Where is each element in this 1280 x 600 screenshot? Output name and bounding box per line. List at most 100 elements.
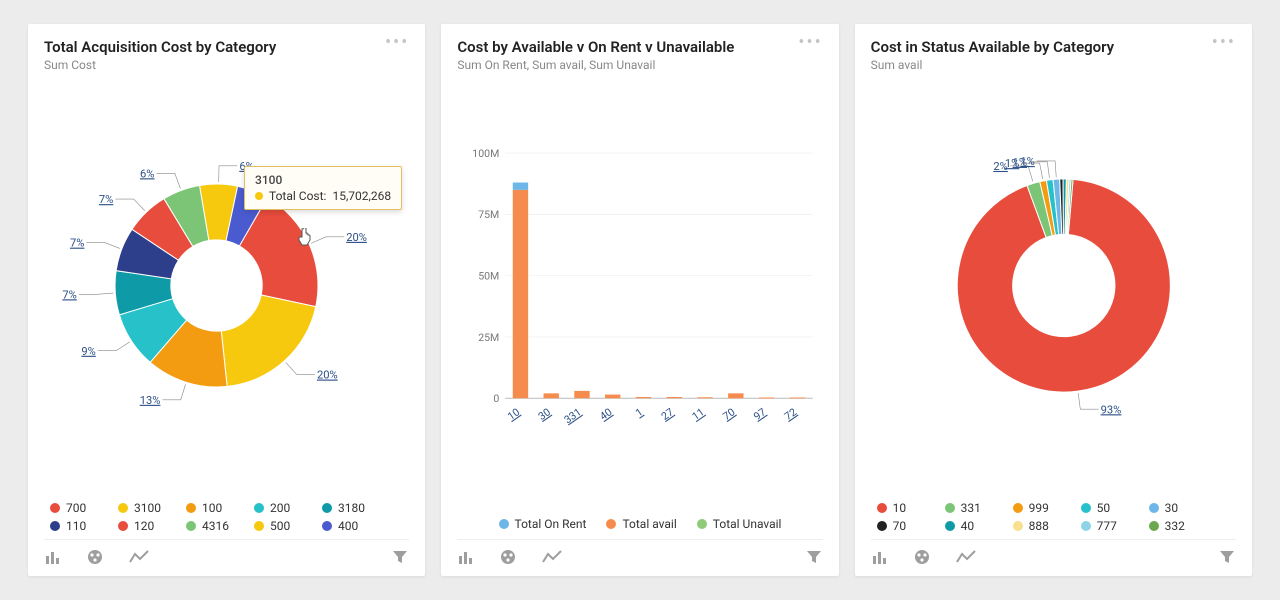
legend-label: Total On Rent xyxy=(515,517,587,531)
legend-label: Total Unavail xyxy=(713,517,782,531)
legend-swatch xyxy=(1013,503,1023,513)
legend-item[interactable]: 120 xyxy=(118,519,168,533)
bar-chart-rentstatus[interactable]: 025M50M75M100M10303314012711709772 xyxy=(457,78,822,507)
legend-item[interactable]: 777 xyxy=(1081,519,1131,533)
bar-segment[interactable] xyxy=(544,393,559,398)
card-title: Cost in Status Available by Category xyxy=(871,38,1114,56)
donut-slice[interactable] xyxy=(221,295,315,386)
legend-item[interactable]: 70 xyxy=(877,519,927,533)
slice-callout[interactable]: 7% xyxy=(99,193,113,206)
legend-item[interactable]: Total Unavail xyxy=(697,517,782,531)
legend-acquisition: 700 3100 100 200 3180 110 120 4316 500 400 xyxy=(44,499,409,539)
pie-chart-icon[interactable] xyxy=(499,548,517,566)
tooltip-dot xyxy=(255,192,263,200)
legend-item[interactable]: Total On Rent xyxy=(499,517,587,531)
legend-item[interactable]: 400 xyxy=(322,519,372,533)
legend-label: 999 xyxy=(1029,501,1049,515)
slice-callout[interactable]: 13% xyxy=(140,394,161,407)
more-icon[interactable]: ••• xyxy=(1212,38,1236,48)
x-tick-label[interactable]: 30 xyxy=(536,405,553,422)
filter-icon[interactable] xyxy=(391,548,409,566)
slice-callout[interactable]: 7% xyxy=(62,288,76,301)
x-tick-label[interactable]: 40 xyxy=(598,405,615,422)
pie-chart-icon[interactable] xyxy=(913,548,931,566)
bar-chart-icon[interactable] xyxy=(871,548,889,566)
legend-swatch xyxy=(118,521,128,531)
x-tick-label[interactable]: 70 xyxy=(721,405,738,422)
legend-item[interactable]: 110 xyxy=(50,519,100,533)
filter-icon[interactable] xyxy=(1218,548,1236,566)
legend-item[interactable]: 999 xyxy=(1013,501,1063,515)
x-tick-label[interactable]: 331 xyxy=(562,405,584,426)
bar-chart-icon[interactable] xyxy=(457,548,475,566)
x-tick-label[interactable]: 10 xyxy=(505,405,522,422)
legend-label: 331 xyxy=(961,501,981,515)
bar-chart-icon[interactable] xyxy=(44,548,62,566)
filter-icon[interactable] xyxy=(805,548,823,566)
card-footer xyxy=(871,539,1236,566)
line-chart-icon[interactable] xyxy=(128,548,150,566)
bar-segment[interactable] xyxy=(759,398,774,399)
legend-label: 4316 xyxy=(202,519,229,533)
slice-callout[interactable]: 7% xyxy=(70,237,84,250)
y-tick-label: 50M xyxy=(479,270,500,283)
legend-rentstatus: Total On Rent Total avail Total Unavail xyxy=(457,513,822,539)
donut-chart-availstatus[interactable]: 93%2%1%1%1% xyxy=(871,78,1236,493)
more-icon[interactable]: ••• xyxy=(385,38,409,48)
slice-callout[interactable]: 9% xyxy=(81,345,95,358)
legend-swatch xyxy=(606,519,616,529)
chart-tooltip: 3100 Total Cost: 15,702,268 xyxy=(244,166,402,210)
legend-label: 500 xyxy=(270,519,290,533)
legend-item[interactable]: 40 xyxy=(945,519,995,533)
legend-swatch xyxy=(186,503,196,513)
legend-swatch xyxy=(697,519,707,529)
bar-segment[interactable] xyxy=(605,395,620,399)
legend-item[interactable]: 10 xyxy=(877,501,927,515)
legend-item[interactable]: 500 xyxy=(254,519,304,533)
slice-callout[interactable]: 93% xyxy=(1100,403,1121,416)
legend-availstatus: 10 331 999 50 30 70 40 888 777 332 xyxy=(871,499,1236,539)
legend-item[interactable]: 888 xyxy=(1013,519,1063,533)
donut-chart-acquisition[interactable]: 20%20%13%9%7%7%7%6%6%5% 3100 Total Cost:… xyxy=(44,78,409,493)
y-tick-label: 25M xyxy=(479,331,500,344)
slice-callout[interactable]: 1% xyxy=(1020,155,1034,168)
x-tick-label[interactable]: 97 xyxy=(751,405,768,422)
bar-segment[interactable] xyxy=(513,183,528,190)
bar-segment[interactable] xyxy=(728,393,743,398)
bar-segment[interactable] xyxy=(636,397,651,398)
slice-callout[interactable]: 20% xyxy=(346,231,367,244)
legend-label: 700 xyxy=(66,501,86,515)
pie-chart-icon[interactable] xyxy=(86,548,104,566)
legend-label: 888 xyxy=(1029,519,1049,533)
bar-segment[interactable] xyxy=(698,397,713,398)
legend-item[interactable]: 30 xyxy=(1149,501,1199,515)
legend-swatch xyxy=(877,503,887,513)
legend-item[interactable]: 3180 xyxy=(322,501,372,515)
legend-item[interactable]: Total avail xyxy=(606,517,676,531)
bar-segment[interactable] xyxy=(667,397,682,398)
x-tick-label[interactable]: 11 xyxy=(690,405,707,422)
line-chart-icon[interactable] xyxy=(541,548,563,566)
slice-callout[interactable]: 6% xyxy=(140,167,154,180)
legend-item[interactable]: 200 xyxy=(254,501,304,515)
x-tick-label[interactable]: 72 xyxy=(782,405,799,422)
legend-item[interactable]: 700 xyxy=(50,501,100,515)
bar-segment[interactable] xyxy=(790,398,805,399)
legend-item[interactable]: 4316 xyxy=(186,519,236,533)
legend-item[interactable]: 331 xyxy=(945,501,995,515)
legend-item[interactable]: 3100 xyxy=(118,501,168,515)
more-icon[interactable]: ••• xyxy=(798,38,822,48)
legend-item[interactable]: 100 xyxy=(186,501,236,515)
slice-callout[interactable]: 20% xyxy=(317,369,338,382)
bar-segment[interactable] xyxy=(513,190,528,398)
card-rentstatus: Cost by Available v On Rent v Unavailabl… xyxy=(441,24,838,576)
x-tick-label[interactable]: 27 xyxy=(659,405,676,422)
bar-segment[interactable] xyxy=(575,391,590,398)
legend-swatch xyxy=(186,521,196,531)
line-chart-icon[interactable] xyxy=(955,548,977,566)
legend-label: 332 xyxy=(1165,519,1185,533)
legend-swatch xyxy=(254,503,264,513)
x-tick-label[interactable]: 1 xyxy=(633,405,645,419)
legend-item[interactable]: 50 xyxy=(1081,501,1131,515)
legend-item[interactable]: 332 xyxy=(1149,519,1199,533)
